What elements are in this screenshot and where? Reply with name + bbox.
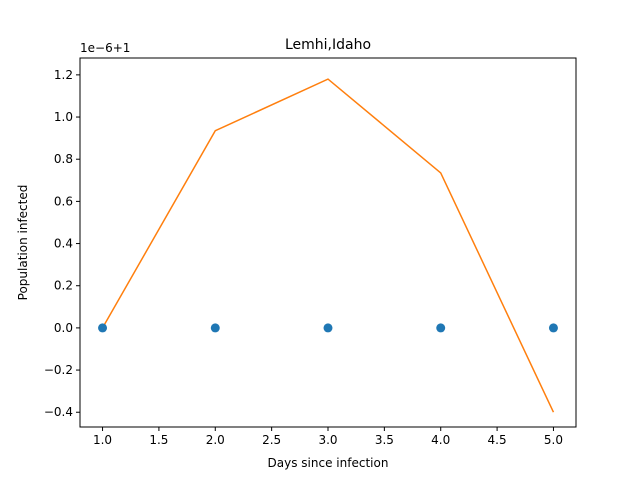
y-tick-label: −0.4 [44, 405, 73, 419]
x-tick-label: 3.5 [375, 433, 394, 447]
scatter-point [210, 323, 220, 333]
plot-area [80, 58, 576, 427]
x-tick-label: 3.0 [318, 433, 337, 447]
y-tick-label: 0.2 [54, 279, 73, 293]
series-line [101, 78, 555, 413]
ticks-layer: 1.0 1.5 2.0 2.5 3.0 3.5 4.0 4.5 5.0 −0.4 −0.2 0.0 0.… [44, 68, 563, 447]
x-tick-label: 2.5 [262, 433, 281, 447]
y-tick-label: 0.4 [54, 237, 73, 251]
data-layer [98, 78, 558, 413]
scatter-point [436, 323, 446, 333]
x-tick-label: 4.0 [431, 433, 450, 447]
x-tick-label: 1.5 [149, 433, 168, 447]
y-tick-label: 0.8 [54, 152, 73, 166]
axes-frame [79, 57, 577, 428]
y-tick-label: −0.2 [44, 363, 73, 377]
y-tick-label: 1.2 [54, 68, 73, 82]
y-tick-label: 0.0 [54, 321, 73, 335]
x-tick-label: 1.0 [93, 433, 112, 447]
x-tick-label: 5.0 [544, 433, 563, 447]
y-offset-text: 1e−6+1 [80, 41, 130, 55]
scatter-point [323, 323, 333, 333]
x-axis-label: Days since infection [268, 456, 389, 470]
chart-title: Lemhi,Idaho [285, 37, 371, 53]
y-axis-label: Population infected [16, 185, 30, 301]
scatter-point [98, 323, 108, 333]
x-tick-label: 4.5 [488, 433, 507, 447]
y-tick-label: 1.0 [54, 110, 73, 124]
scatter-point [548, 323, 558, 333]
x-tick-label: 2.0 [206, 433, 225, 447]
y-tick-label: 0.6 [54, 194, 73, 208]
